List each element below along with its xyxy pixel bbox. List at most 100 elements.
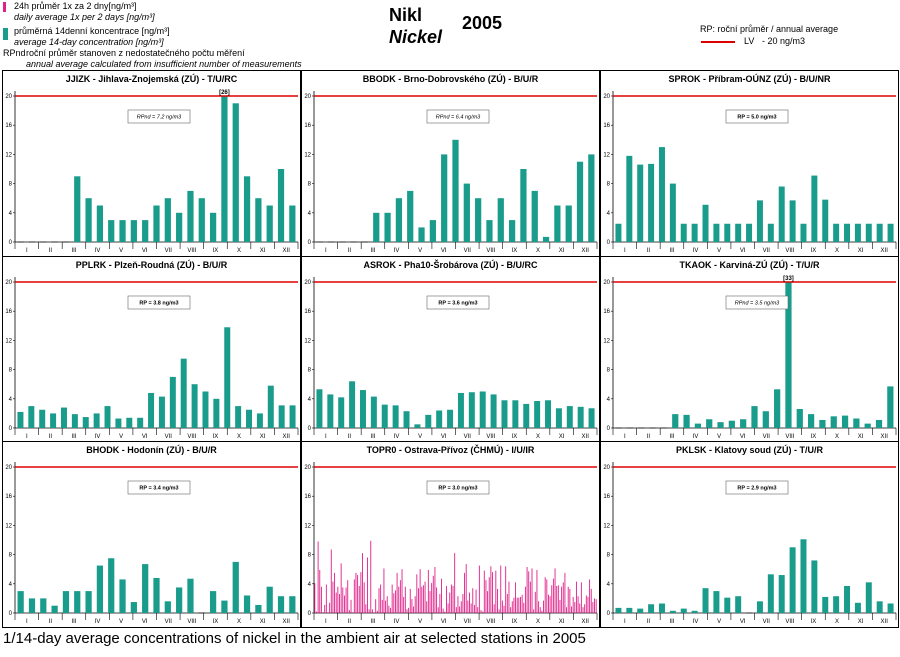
annual-average-label: RP = 3.6 ng/m3 [438,301,477,307]
month-label: XI [858,248,864,254]
biweekly-bar [669,610,676,613]
month-label: XI [260,619,266,625]
y-tick-label: 8 [308,368,312,374]
biweekly-bar [648,163,655,242]
daily-bar [314,583,316,613]
biweekly-bar [327,394,334,428]
month-label: III [71,434,76,440]
month-label: VIII [187,434,196,440]
month-label: XII [283,248,291,254]
daily-bar [413,606,414,613]
month-label: X [835,248,839,254]
biweekly-bar [187,190,194,242]
month-label: VI [740,248,746,254]
month-label: XI [260,434,266,440]
daily-bar [378,588,380,613]
legend-biweekly-en: average 14-day concentration [ng/m³] [14,37,164,47]
biweekly-bar [822,596,829,613]
daily-bar [445,585,447,613]
station-chart-svg: TKAOK - Karviná-ZÚ (ZÚ) - T/U/R 0 4 8 12 16 20… [603,259,897,440]
daily-bar [490,566,492,613]
biweekly-bar [17,411,24,428]
month-label: XI [559,434,565,440]
chart-title: PPLRK - Plzeň-Roudná (ZÚ) - B/U/R [76,259,228,270]
biweekly-bar [762,411,769,428]
biweekly-bar [658,147,665,242]
daily-bar [316,611,317,613]
biweekly-bar [164,601,171,613]
daily-bar [401,569,403,613]
biweekly-bar [785,282,792,428]
station-chart-panel: SPROK - Příbram-OÚNZ (ZÚ) - B/U/NR 0 4 8 12 1… [600,70,899,257]
daily-bar [439,594,441,613]
daily-bar [539,607,541,613]
month-label: IX [213,434,219,440]
daily-bar [520,596,521,613]
y-tick-label: 0 [9,426,13,432]
month-label: VI [740,434,746,440]
y-tick-label: 4 [607,397,611,403]
biweekly-bar [256,413,263,428]
y-tick-label: 16 [5,309,12,315]
biweekly-bar [778,575,785,613]
daily-bar [457,596,459,613]
daily-bar [431,583,433,613]
station-chart-panel: JJIZK - Jihlava-Znojemská (ZÚ) - T/U/RC 0… [2,70,301,257]
daily-bar [334,572,336,613]
month-label: XI [858,434,864,440]
month-label: III [669,434,674,440]
biweekly-bar [392,405,399,428]
biweekly-bar [702,204,709,242]
biweekly-bar [865,582,872,613]
daily-bar [434,567,436,613]
biweekly-bar [566,406,573,428]
month-label: VIII [486,619,495,625]
daily-bar [449,592,451,613]
biweekly-bar [191,384,198,428]
daily-bar [403,596,405,613]
daily-bar [339,594,340,613]
month-label: VI [142,248,148,254]
daily-bar [391,584,393,613]
month-label: III [669,248,674,254]
biweekly-bar [807,414,815,428]
station-chart-svg: ASROK - Pha10-Šrobárova (ZÚ) - B/U/RC 0 4 8… [304,259,598,440]
biweekly-bar [508,220,516,242]
legend-rp-text: RP: roční průměr / annual average [700,24,839,34]
month-label: V [717,619,721,625]
page-title-cz: Nikl [389,5,423,25]
daily-bar [373,612,375,613]
biweekly-bar [728,420,735,428]
month-label: IX [213,619,219,625]
month-label: X [536,248,540,254]
month-label: II [647,434,651,440]
biweekly-bar [17,591,24,613]
month-label: X [237,248,241,254]
legend-biweekly-swatch [3,28,8,40]
month-label: VII [165,434,173,440]
y-tick-label: 4 [607,211,611,217]
daily-bar [592,602,594,613]
biweekly-bar [232,103,239,242]
biweekly-bar [384,212,391,242]
y-tick-label: 8 [607,182,611,188]
biweekly-bar [767,223,774,242]
month-label: VIII [187,248,196,254]
daily-bar [579,603,581,613]
month-label: VIII [785,434,794,440]
biweekly-bar [531,190,538,242]
month-label: V [717,248,721,254]
biweekly-bar [475,198,482,242]
daily-bar [478,565,480,613]
annual-average-box [127,480,191,495]
daily-bar [566,607,568,613]
daily-bar [482,611,484,613]
biweekly-bar [844,585,851,613]
biweekly-bar [542,236,550,242]
daily-bar [362,553,363,613]
daily-bar [464,572,466,613]
y-tick-label: 20 [5,94,12,100]
annual-average-label: RP = 3.8 ng/m3 [139,301,178,307]
biweekly-bar [104,406,111,428]
daily-bar [319,569,321,613]
